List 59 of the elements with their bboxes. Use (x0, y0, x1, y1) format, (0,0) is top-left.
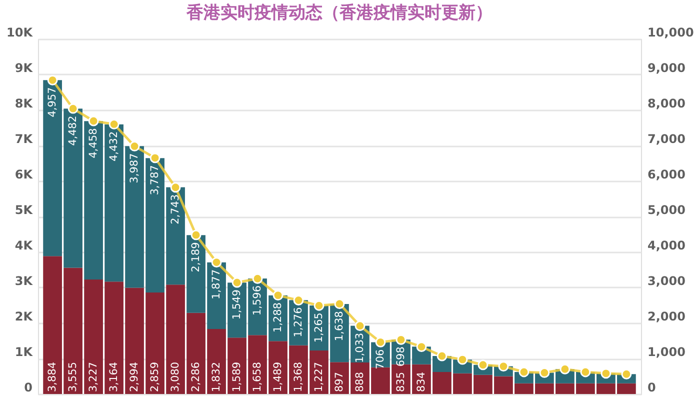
y2-tick-label: 4,000 (648, 238, 686, 252)
data-label: 2,994 (128, 362, 141, 392)
chart-title: 香港实时疫情动态（香港疫情实时更新） (186, 3, 492, 23)
y2-tick-label: 1,000 (648, 345, 686, 359)
data-label: 4,458 (88, 128, 100, 158)
data-label: 3,987 (128, 153, 141, 184)
data-label: 2,743 (170, 194, 182, 224)
data-label: 1,638 (334, 311, 346, 342)
data-label: 1,033 (354, 332, 366, 363)
data-label: 1,589 (231, 362, 244, 392)
data-label: 3,787 (149, 165, 162, 196)
data-label: 1,288 (272, 302, 284, 332)
y-tick-label: 8K (14, 96, 34, 110)
data-label: 3,080 (170, 362, 182, 392)
data-label: 706 (374, 349, 386, 370)
data-label: 3,884 (46, 362, 59, 392)
data-label: 2,189 (190, 242, 202, 272)
data-label: 834 (415, 372, 428, 392)
data-label: 1,227 (313, 362, 326, 392)
y-tick-label: 3K (14, 274, 34, 288)
y-tick-label: 9K (14, 61, 34, 75)
data-label: 3,555 (67, 362, 80, 392)
data-label: 3,164 (108, 362, 120, 392)
y-tick-label: 5K (14, 203, 34, 217)
y-tick-label: 6K (14, 168, 34, 182)
data-label: 698 (394, 346, 407, 367)
data-label: 1,596 (252, 285, 264, 316)
data-label: 3,227 (88, 362, 100, 392)
y2-tick-label: 0 (648, 380, 656, 394)
data-label: 1,832 (210, 362, 223, 392)
data-label: 1,549 (231, 290, 244, 320)
y2-tick-label: 2,000 (648, 310, 686, 324)
data-label: 4,432 (108, 131, 120, 162)
data-label: 897 (334, 372, 346, 392)
data-label: 1,276 (292, 306, 305, 338)
data-label: 1,489 (272, 362, 284, 392)
y-tick-label: 2K (14, 310, 34, 324)
y2-tick-label: 10,000 (648, 26, 694, 40)
y2-tick-label: 9,000 (648, 61, 686, 75)
data-label: 1,658 (252, 362, 264, 392)
data-label: 4,957 (46, 87, 59, 118)
y2-tick-label: 8,000 (648, 96, 686, 110)
y2-tick-label: 5,000 (648, 203, 686, 217)
y-tick-label: 0 (24, 380, 32, 394)
data-label: 835 (394, 372, 407, 392)
data-label: 2,859 (149, 362, 162, 392)
data-label: 888 (354, 372, 366, 392)
y2-tick-label: 6,000 (648, 168, 686, 182)
data-label: 4,482 (67, 116, 80, 146)
y-tick-label: 1K (14, 345, 34, 359)
data-label: 2,286 (190, 362, 202, 392)
data-label: 1,368 (292, 362, 305, 392)
data-label: 1,877 (210, 269, 223, 300)
data-label: 1,265 (313, 312, 326, 343)
y-tick-label: 10K (6, 26, 34, 40)
y2-tick-label: 7,000 (648, 132, 686, 146)
y2-tick-label: 3,000 (648, 274, 686, 288)
y-tick-label: 4K (14, 238, 34, 252)
y-tick-label: 7K (14, 132, 34, 146)
